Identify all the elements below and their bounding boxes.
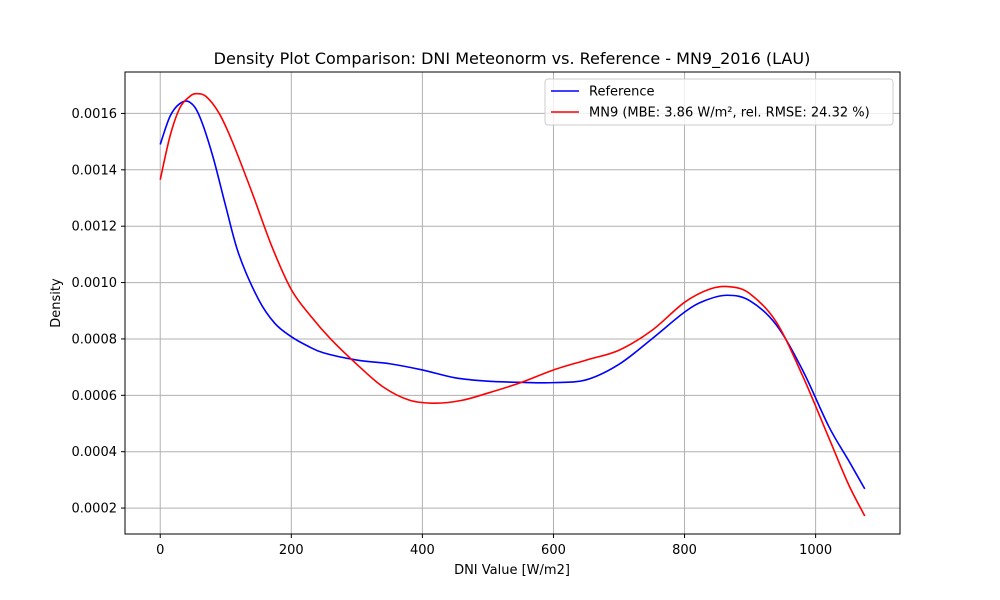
y-tick-label: 0.0008	[72, 332, 118, 347]
y-tick-label: 0.0006	[72, 389, 118, 404]
y-axis-ticks: 0.0002 0.0004 0.0006 0.0008 0.0010 0.0012 0.00…	[72, 107, 125, 517]
x-tick-label: 0	[156, 543, 164, 558]
x-tick-label: 200	[279, 543, 304, 558]
series-line-mn9	[159, 92, 866, 517]
x-axis-label: DNI Value [W/m2]	[454, 563, 570, 578]
series-line-reference	[159, 100, 866, 490]
x-tick-label: 400	[410, 543, 435, 558]
legend: Reference MN9 (MBE: 3.86 W/m², rel. RMSE:…	[544, 78, 894, 126]
x-tick-label: 1000	[799, 543, 832, 558]
y-axis-label: Density	[49, 278, 64, 328]
chart-title: Density Plot Comparison: DNI Meteonorm v…	[214, 49, 811, 69]
grid	[125, 72, 900, 534]
legend-box	[544, 78, 894, 126]
y-tick-label: 0.0016	[72, 107, 118, 122]
plot-frame	[124, 71, 901, 535]
series-layer	[159, 92, 866, 517]
legend-label: Reference	[589, 85, 654, 100]
y-tick-label: 0.0002	[72, 502, 118, 517]
x-tick-label: 800	[672, 543, 697, 558]
y-tick-label: 0.0012	[72, 220, 118, 235]
x-axis-ticks: 0 200 400 600 800 1000	[156, 534, 832, 558]
y-tick-label: 0.0010	[72, 276, 118, 291]
y-tick-label: 0.0004	[72, 445, 118, 460]
legend-label: MN9 (MBE: 3.86 W/m², rel. RMSE: 24.32 %)	[589, 106, 870, 121]
x-tick-label: 600	[541, 543, 566, 558]
y-tick-label: 0.0014	[72, 163, 118, 178]
